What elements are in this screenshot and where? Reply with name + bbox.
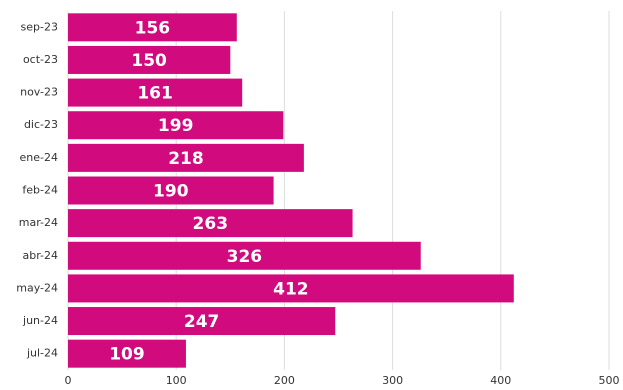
y-tick-label: oct-23 [23, 53, 58, 66]
bar [68, 45, 231, 74]
data-label: 190 [153, 182, 189, 202]
x-tick-label: 400 [490, 374, 511, 387]
data-label: 109 [109, 345, 145, 365]
x-tick-label: 100 [166, 374, 187, 387]
y-tick-label: jun-24 [22, 314, 58, 327]
y-tick-label: mar-24 [19, 216, 58, 229]
data-label: 412 [273, 279, 309, 299]
y-tick-label: nov-23 [20, 86, 58, 99]
bar [68, 143, 304, 172]
x-tick-label: 300 [382, 374, 403, 387]
data-label: 199 [158, 116, 194, 136]
y-tick-label: jul-24 [26, 347, 58, 360]
bar [68, 241, 421, 270]
bar [68, 209, 353, 238]
bar [68, 176, 274, 205]
y-tick-label: abr-24 [22, 249, 58, 262]
data-label: 150 [131, 51, 167, 71]
x-tick-label: 200 [274, 374, 295, 387]
bar [68, 111, 284, 140]
data-label: 326 [227, 247, 263, 267]
y-tick-label: feb-24 [22, 184, 58, 197]
data-label: 247 [184, 312, 220, 332]
bar [68, 307, 336, 336]
x-tick-label: 500 [599, 374, 620, 387]
bar [68, 78, 243, 107]
y-tick-label: ene-24 [20, 151, 58, 164]
x-tick-label: 0 [65, 374, 72, 387]
bar [68, 13, 237, 42]
bar [68, 274, 514, 303]
bar [68, 339, 186, 368]
data-label: 156 [135, 18, 171, 38]
data-label: 218 [168, 149, 204, 169]
y-tick-label: may-24 [16, 281, 58, 294]
data-label: 161 [137, 84, 173, 104]
y-tick-label: dic-23 [24, 118, 58, 131]
y-tick-label: sep-23 [21, 20, 58, 33]
data-label: 263 [193, 214, 229, 234]
